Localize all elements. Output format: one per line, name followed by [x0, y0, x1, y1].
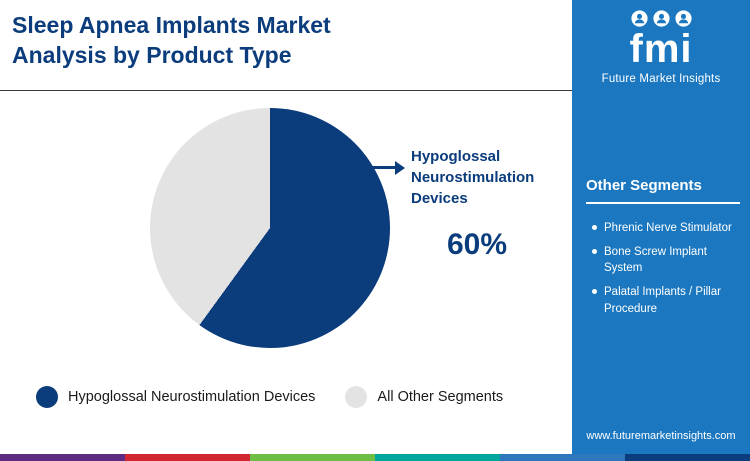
sidebar: fmi Future Market Insights Other Segment… [572, 0, 750, 454]
website-url: www.futuremarketinsights.com [586, 430, 736, 442]
page-title: Sleep Apnea Implants Market Analysis by … [12, 12, 331, 69]
legend-swatch [36, 386, 58, 408]
other-segments-section: Other Segments Phrenic Nerve Stimulator … [572, 177, 750, 324]
person-icon [674, 10, 692, 27]
legend-item: All Other Segments [345, 386, 503, 408]
stripe-segment [500, 454, 625, 461]
title-divider [0, 90, 572, 91]
pie-chart [150, 108, 390, 348]
bottom-stripe [0, 454, 750, 461]
list-item: Bone Screw Implant System [592, 244, 740, 277]
stripe-segment [250, 454, 375, 461]
segment-list: Phrenic Nerve Stimulator Bone Screw Impl… [586, 220, 740, 317]
stripe-segment [625, 454, 750, 461]
stripe-segment [0, 454, 125, 461]
stripe-segment [125, 454, 250, 461]
brand-name: Future Market Insights [601, 73, 721, 85]
legend-label: All Other Segments [377, 389, 504, 405]
fmi-logo: fmi [630, 10, 693, 69]
legend-item: Hypoglossal Neurostimulation Devices [36, 386, 315, 408]
callout-arrow-icon [371, 160, 405, 175]
pie-callout-label: Hypoglossal Neurostimulation Devices [411, 148, 535, 207]
person-icon [630, 10, 648, 27]
pie-callout-value: 60% [447, 228, 508, 261]
legend-label: Hypoglossal Neurostimulation Devices [68, 389, 316, 405]
stripe-segment [375, 454, 500, 461]
main-area: Sleep Apnea Implants Market Analysis by … [0, 12, 572, 408]
list-item: Phrenic Nerve Stimulator [592, 220, 740, 237]
person-icon [652, 10, 670, 27]
logo-icons [630, 10, 693, 27]
legend: Hypoglossal Neurostimulation Devices All… [36, 386, 566, 408]
list-item: Palatal Implants / Pillar Procedure [592, 284, 740, 317]
logo-text: fmi [629, 27, 693, 71]
section-title: Other Segments [586, 177, 740, 204]
legend-swatch [345, 386, 368, 408]
